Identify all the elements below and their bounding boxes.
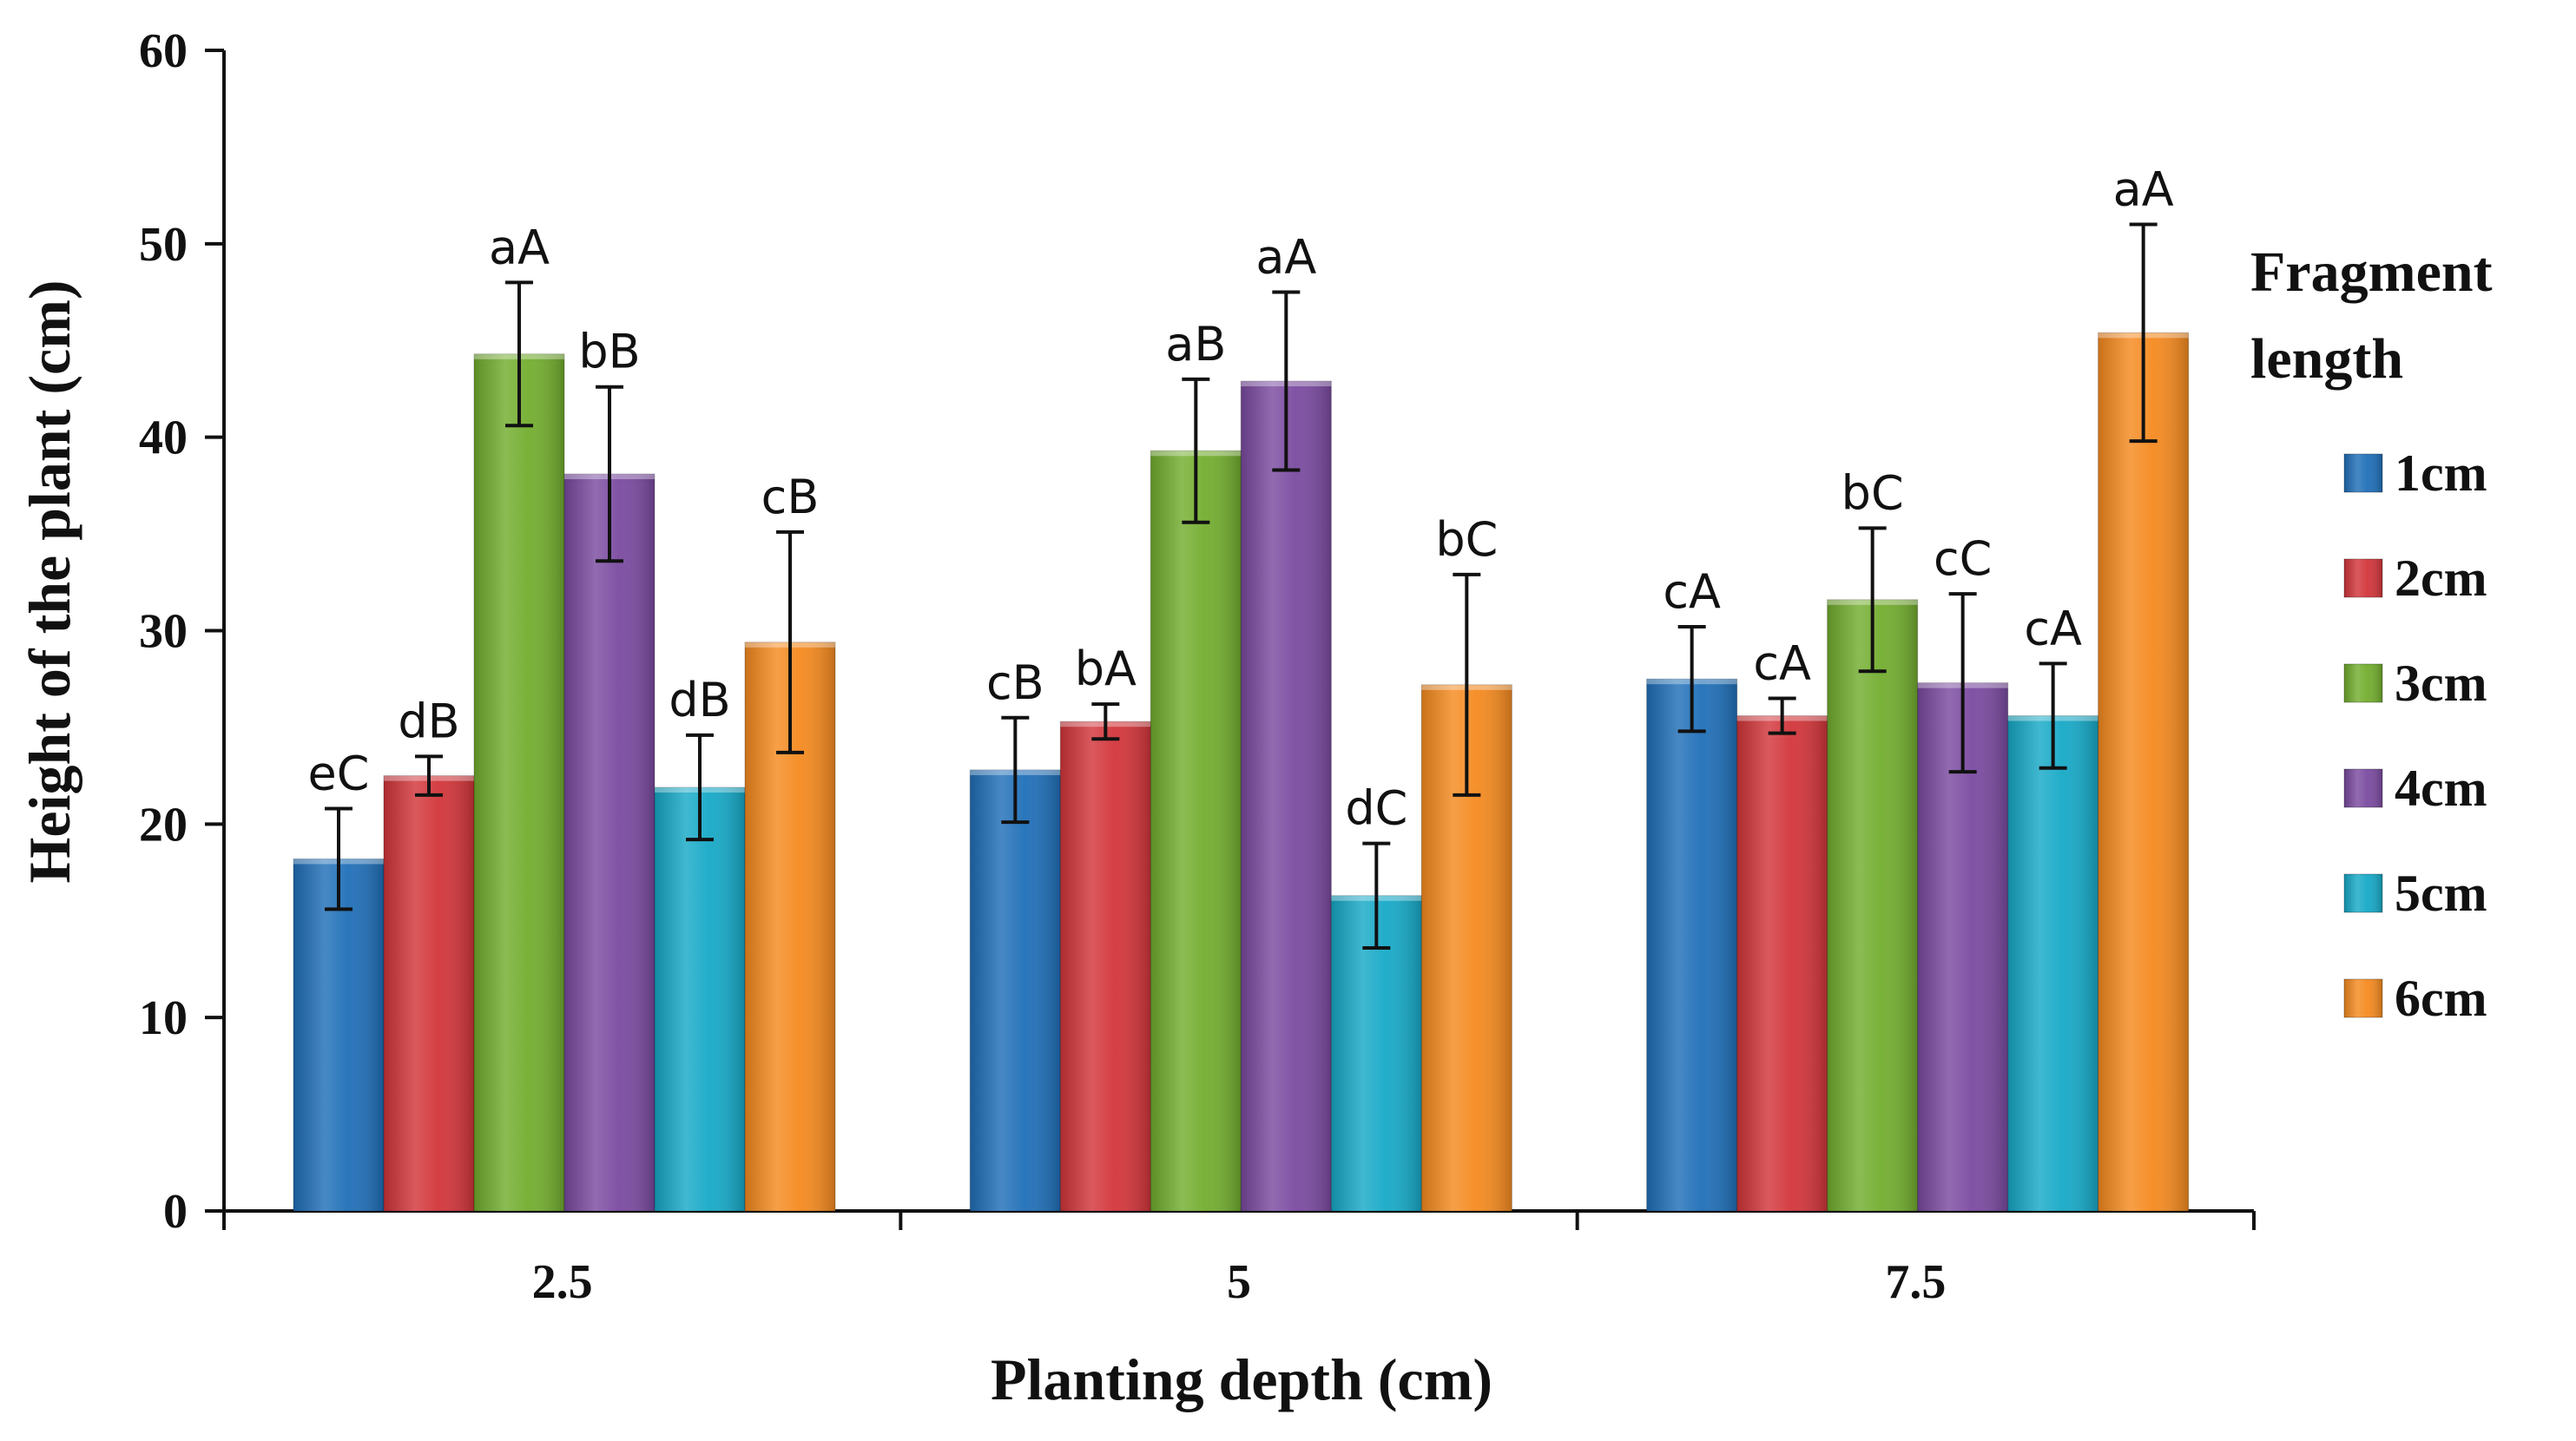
legend-title-line-1: Fragment	[2250, 240, 2493, 304]
y-tick-label: 20	[139, 798, 188, 852]
bar-shade	[655, 786, 745, 1211]
x-tick-label: 5	[1227, 1255, 1251, 1309]
y-tick-label: 30	[139, 605, 188, 659]
x-tick-label: 2.5	[532, 1255, 593, 1309]
x-tick-label: 7.5	[1885, 1255, 1946, 1309]
significance-label: dC	[1345, 781, 1407, 836]
bar-shade	[2007, 715, 2098, 1211]
bar-shade	[1646, 679, 1737, 1211]
bar-shade	[1827, 599, 1918, 1211]
bar-shade	[474, 353, 564, 1211]
significance-label: cA	[1753, 635, 1811, 690]
bar-shade	[1736, 715, 1828, 1211]
plot-area: 0 10 20 30 40 50 60 2.5 5 7.5 eC dB aA bB dB cB cB bA aB aA…	[139, 24, 2256, 1309]
y-axis-title: Height of the plant (cm)	[16, 280, 82, 883]
legend-label-5cm: 5cm	[2395, 865, 2487, 922]
bar-shade	[970, 769, 1061, 1211]
significance-label: cB	[761, 470, 820, 524]
legend-swatch-shade	[2344, 664, 2382, 702]
legend-title-line-2: length	[2250, 327, 2403, 391]
legend-swatch-shade	[2344, 979, 2382, 1017]
significance-label: cA	[2024, 601, 2082, 655]
bar-shade	[1241, 381, 1332, 1211]
significance-label: dB	[669, 673, 730, 727]
bar-shade	[2098, 332, 2189, 1211]
significance-label: bC	[1841, 465, 1904, 520]
legend-swatch-shade	[2344, 769, 2382, 807]
y-tick-label: 40	[139, 411, 188, 465]
legend-label-4cm: 4cm	[2395, 760, 2487, 817]
legend-swatch-shade	[2344, 559, 2382, 597]
bar-shade	[564, 474, 655, 1211]
significance-label: bA	[1075, 642, 1136, 696]
significance-label: cC	[1934, 531, 1992, 586]
x-axis-title: Planting depth (cm)	[991, 1346, 1492, 1412]
bar-shade	[1060, 721, 1151, 1211]
y-tick-label: 10	[139, 991, 188, 1045]
significance-label: bB	[578, 325, 640, 379]
bar-shade	[1150, 451, 1242, 1211]
legend-label-2cm: 2cm	[2395, 549, 2487, 607]
legend-label-6cm: 6cm	[2395, 970, 2487, 1027]
significance-label: aB	[1165, 317, 1226, 372]
y-tick-label: 0	[163, 1185, 188, 1239]
legend-label-1cm: 1cm	[2395, 444, 2487, 502]
legend-swatch-shade	[2344, 454, 2382, 492]
significance-label: cA	[1663, 564, 1721, 619]
legend-swatch-shade	[2344, 874, 2382, 912]
significance-label: cB	[986, 655, 1044, 710]
significance-label: bC	[1435, 512, 1498, 567]
significance-label: aA	[489, 220, 550, 274]
bar-shade	[384, 775, 474, 1211]
significance-label: eC	[308, 747, 370, 801]
y-tick-label: 50	[139, 218, 188, 272]
significance-label: dB	[398, 694, 459, 748]
significance-label: aA	[2113, 162, 2174, 217]
bar-shade	[293, 859, 384, 1211]
significance-label: aA	[1255, 230, 1316, 285]
y-tick-label: 60	[139, 24, 188, 78]
legend: Fragment length 1cm 2cm 3cm 4cm 5cm 6cm	[2250, 240, 2493, 1027]
legend-label-3cm: 3cm	[2395, 655, 2487, 712]
